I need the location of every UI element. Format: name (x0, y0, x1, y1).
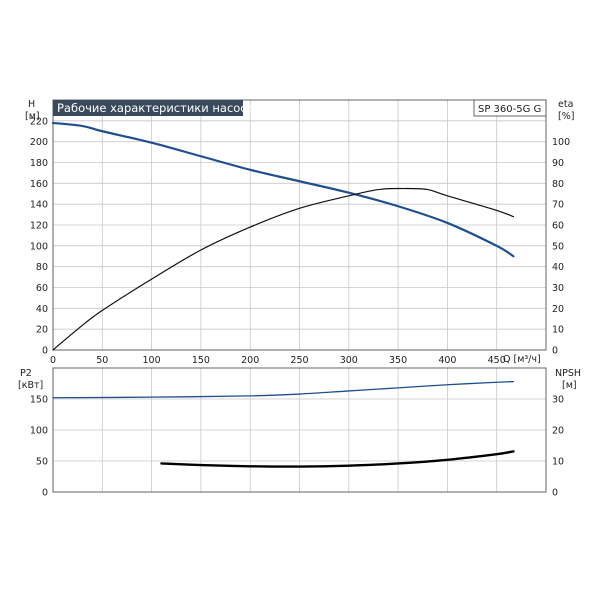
y-tick-label: 20 (36, 325, 48, 336)
y-tick-label: 120 (30, 221, 48, 232)
x-tick-label: 350 (389, 355, 407, 366)
y2-tick-label: 20 (552, 304, 564, 315)
npsh-axis-unit: [м] (562, 380, 577, 391)
data-series (51, 121, 515, 468)
y-tick-label: 0 (42, 488, 48, 499)
y2-tick-label: 40 (552, 262, 564, 273)
y-tick-label: 40 (36, 304, 48, 315)
p2-axis-label: P2 (20, 368, 32, 379)
x-tick-label: 400 (438, 355, 456, 366)
chart-title: Рабочие характеристики насоса (57, 101, 254, 115)
y-tick-label: 60 (36, 283, 48, 294)
y-tick-label: 50 (36, 457, 48, 468)
y2-tick-label: 100 (552, 137, 570, 148)
y2-tick-label: 20 (552, 426, 564, 437)
efficiency-curve-line (52, 187, 515, 351)
npsh-axis-label: NPSH (555, 368, 581, 379)
tick-labels: 0204060801001201401601802002200102030405… (30, 116, 570, 498)
x-tick-label: 450 (488, 355, 506, 366)
x-tick-label: 200 (241, 355, 259, 366)
bottom-plot-frame (52, 367, 547, 493)
y2-tick-label: 60 (552, 221, 564, 232)
x-tick-label: 0 (50, 355, 56, 366)
x-tick-label: 100 (143, 355, 161, 366)
y-tick-label: 100 (30, 241, 48, 252)
y-tick-label: 150 (30, 395, 48, 406)
y2-tick-label: 10 (552, 325, 564, 336)
y2-tick-label: 80 (552, 179, 564, 190)
y2-tick-label: 70 (552, 200, 564, 211)
y2-tick-label: 0 (552, 346, 558, 357)
top-plot-frame (52, 99, 547, 351)
x-tick-label: 50 (96, 355, 108, 366)
eta-axis-unit: [%] (558, 111, 574, 122)
y-tick-label: 180 (30, 158, 48, 169)
model-box (473, 99, 547, 117)
plot-frames (52, 99, 547, 493)
title-box (53, 100, 243, 116)
x-tick-label: 250 (290, 355, 308, 366)
y2-tick-label: 10 (552, 457, 564, 468)
y2-tick-label: 30 (552, 283, 564, 294)
y-tick-label: 220 (30, 116, 48, 127)
y-tick-label: 80 (36, 262, 48, 273)
eta-axis-label: eta (558, 99, 573, 110)
y2-tick-label: 0 (552, 488, 558, 499)
y2-tick-label: 90 (552, 158, 564, 169)
y-tick-label: 200 (30, 137, 48, 148)
y-tick-label: 160 (30, 179, 48, 190)
x-tick-label: 300 (340, 355, 358, 366)
y-tick-label: 0 (42, 346, 48, 357)
h-axis-unit: [м] (25, 111, 40, 122)
y-tick-label: 100 (30, 426, 48, 437)
y-tick-label: 140 (30, 200, 48, 211)
q-axis-label: Q [м³/ч] (503, 354, 541, 365)
y2-tick-label: 30 (552, 395, 564, 406)
h-axis-label: H (28, 99, 35, 110)
p2-axis-unit: [кВт] (18, 380, 43, 391)
power-curve-line (52, 380, 515, 399)
npsh-curve-line (160, 450, 515, 468)
y2-tick-label: 50 (552, 241, 564, 252)
model-label: SP 360-5G G (478, 104, 541, 115)
x-tick-label: 150 (192, 355, 210, 366)
grid-lines (52, 100, 546, 493)
head-curve-line (51, 121, 515, 258)
